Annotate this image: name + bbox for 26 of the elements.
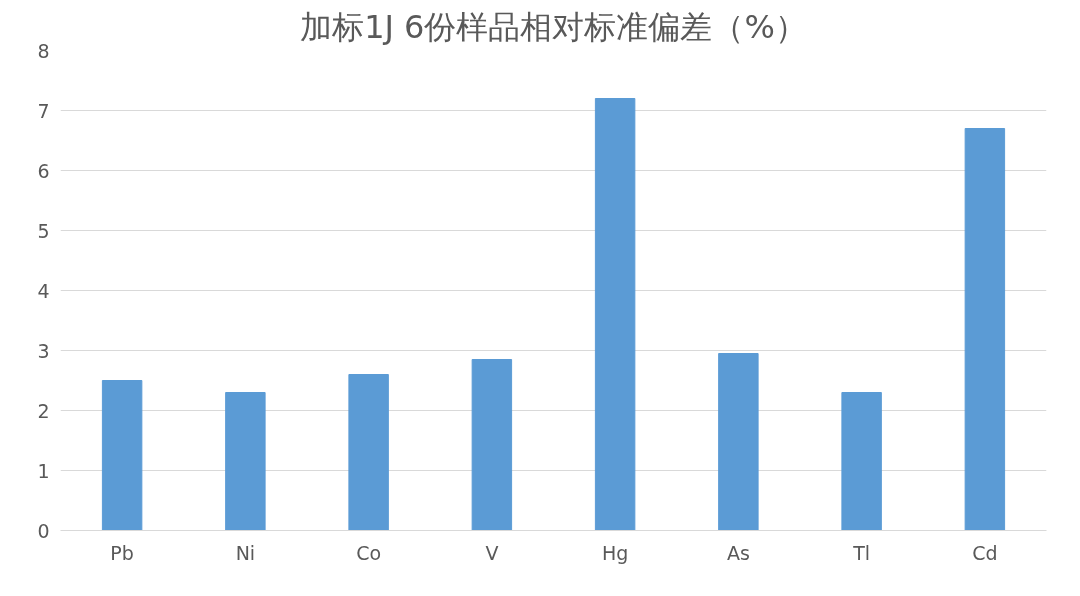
x-tick-label: Cd — [972, 541, 998, 564]
x-tick-label: Co — [356, 541, 382, 564]
bar — [471, 359, 513, 531]
y-tick-label: 7 — [37, 99, 50, 122]
bar — [964, 128, 1006, 531]
y-tick-label: 1 — [37, 459, 50, 482]
bar — [718, 353, 759, 531]
x-tick-label: As — [726, 541, 750, 564]
y-tick-label: 0 — [37, 519, 50, 542]
y-tick-label: 2 — [37, 399, 50, 422]
y-tick-label: 6 — [37, 159, 50, 182]
bar — [101, 380, 143, 531]
chart-title: 加标1J 6份样品相对标准偏差（%） — [300, 7, 807, 46]
bar — [594, 98, 636, 531]
x-tick-label: Tl — [852, 541, 871, 564]
x-tick-label: Pb — [110, 541, 134, 564]
x-tick-label: Ni — [235, 541, 256, 564]
x-tick-label: V — [485, 541, 499, 564]
bar — [348, 374, 389, 531]
x-tick-label: Hg — [601, 541, 629, 564]
bar — [225, 392, 266, 531]
y-tick-label: 4 — [37, 279, 50, 302]
y-tick-label: 8 — [37, 39, 50, 62]
y-tick-label: 3 — [37, 339, 50, 362]
bar — [841, 392, 882, 531]
y-tick-label: 5 — [37, 219, 50, 242]
